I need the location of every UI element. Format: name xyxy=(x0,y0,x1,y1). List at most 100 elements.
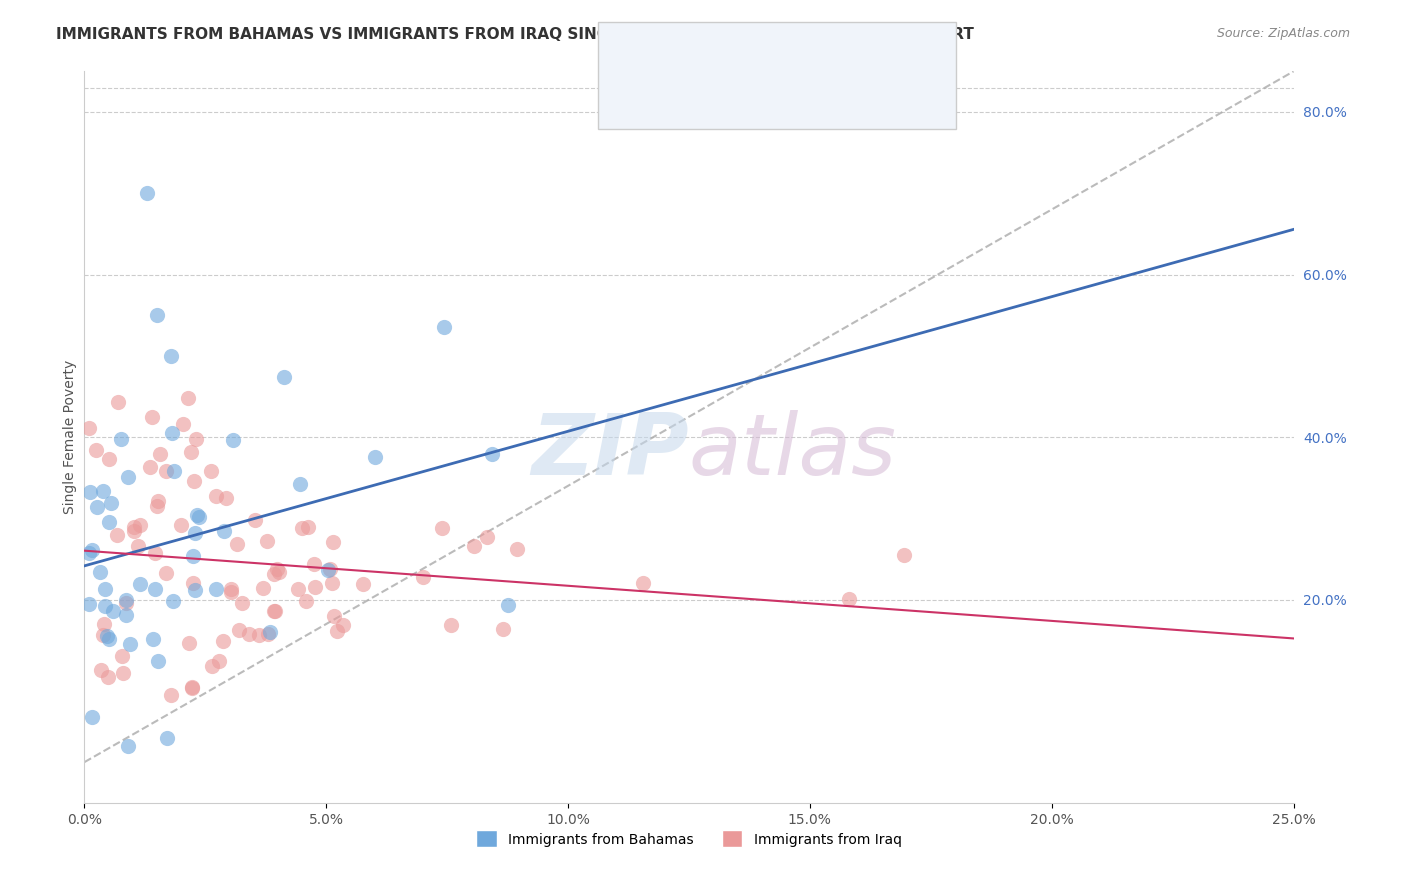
Point xyxy=(115,592,138,607)
Point xyxy=(93,617,115,632)
Point xyxy=(256,534,278,549)
Point xyxy=(146,499,169,513)
Point xyxy=(506,542,529,557)
Point xyxy=(115,607,138,622)
Point xyxy=(160,688,183,702)
Text: -0.008: -0.008 xyxy=(707,87,756,102)
Point xyxy=(97,670,120,684)
Point xyxy=(177,635,200,649)
Point xyxy=(893,548,915,562)
Point xyxy=(77,597,100,611)
Text: Source: ZipAtlas.com: Source: ZipAtlas.com xyxy=(1216,27,1350,40)
Point xyxy=(263,567,285,582)
Text: R =: R = xyxy=(657,51,682,65)
Point xyxy=(82,542,104,557)
Point xyxy=(124,524,146,539)
Point xyxy=(103,604,125,618)
Point xyxy=(112,665,135,680)
Point xyxy=(177,391,200,405)
Point xyxy=(496,598,519,612)
Point xyxy=(96,629,118,643)
Point xyxy=(263,604,285,618)
Point xyxy=(89,565,111,579)
Point xyxy=(94,582,117,596)
Point xyxy=(222,433,245,447)
Text: atlas: atlas xyxy=(689,410,897,493)
Point xyxy=(136,186,159,201)
Point xyxy=(363,450,385,464)
Y-axis label: Single Female Poverty: Single Female Poverty xyxy=(63,360,77,514)
Point xyxy=(266,562,288,576)
Point xyxy=(631,575,654,590)
Point xyxy=(180,681,202,695)
Text: R =: R = xyxy=(657,87,682,102)
Point xyxy=(326,624,349,638)
Point xyxy=(304,580,326,594)
Text: IMMIGRANTS FROM BAHAMAS VS IMMIGRANTS FROM IRAQ SINGLE FEMALE POVERTY CORRELATIO: IMMIGRANTS FROM BAHAMAS VS IMMIGRANTS FR… xyxy=(56,27,974,42)
Point xyxy=(252,582,274,596)
Point xyxy=(440,618,463,632)
Point xyxy=(219,584,242,599)
Point xyxy=(107,395,129,409)
Point xyxy=(111,648,134,663)
Point xyxy=(84,443,107,458)
Point xyxy=(180,681,202,696)
Point xyxy=(219,582,242,596)
Point xyxy=(162,594,184,608)
Point xyxy=(97,632,120,646)
Point xyxy=(200,464,222,478)
Text: 0.368: 0.368 xyxy=(707,51,751,65)
Point xyxy=(184,526,207,541)
Point xyxy=(321,576,343,591)
Point xyxy=(477,530,499,544)
Point xyxy=(117,470,139,484)
Point xyxy=(160,349,183,363)
Point xyxy=(91,628,114,642)
Point xyxy=(94,599,117,613)
Point xyxy=(110,432,132,446)
Point xyxy=(238,627,260,641)
Point xyxy=(187,510,209,524)
Point xyxy=(225,537,247,551)
Point xyxy=(332,617,354,632)
Point xyxy=(105,528,128,542)
Bar xyxy=(624,80,650,108)
Point xyxy=(492,622,515,636)
Text: N =: N = xyxy=(793,51,820,65)
Point xyxy=(149,447,172,461)
Point xyxy=(143,545,166,559)
Point xyxy=(122,520,145,534)
Point xyxy=(180,445,202,459)
Point xyxy=(264,604,287,618)
Point xyxy=(201,659,224,673)
Point xyxy=(91,483,114,498)
Point xyxy=(838,592,860,607)
Point xyxy=(273,370,295,384)
Point xyxy=(481,447,503,461)
Point xyxy=(155,566,177,581)
Point xyxy=(129,517,152,532)
Point xyxy=(412,570,434,584)
Point xyxy=(352,576,374,591)
Text: 48: 48 xyxy=(841,51,859,65)
Point xyxy=(169,517,191,532)
Legend: Immigrants from Bahamas, Immigrants from Iraq: Immigrants from Bahamas, Immigrants from… xyxy=(470,823,908,855)
Point xyxy=(172,417,194,431)
Point xyxy=(304,557,326,571)
Text: N =: N = xyxy=(793,87,820,102)
Point xyxy=(228,623,250,637)
Point xyxy=(267,565,290,579)
Point xyxy=(294,594,316,608)
Point xyxy=(80,710,103,724)
Point xyxy=(115,596,138,610)
Text: ZIP: ZIP xyxy=(531,410,689,493)
Point xyxy=(243,513,266,527)
Point xyxy=(128,577,150,591)
Point xyxy=(156,731,179,746)
Point xyxy=(86,500,108,514)
Point xyxy=(319,562,342,576)
Point xyxy=(186,508,208,522)
Point xyxy=(184,432,207,446)
Point xyxy=(183,475,205,489)
Point xyxy=(211,634,233,648)
